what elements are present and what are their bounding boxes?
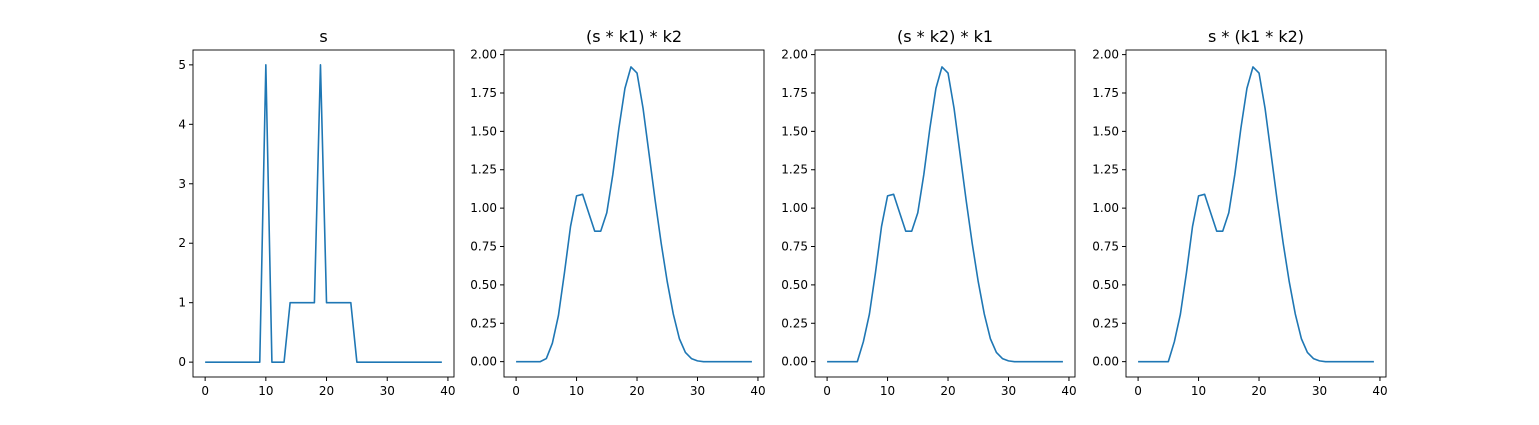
subplot-title: s * (k1 * k2) [1208, 27, 1304, 46]
subplot-1: s 0 10 20 30 40 0 1 2 3 4 5 [178, 27, 455, 398]
y-tick-label: 0.00 [781, 355, 808, 369]
y-tick-label: 0.25 [470, 316, 497, 330]
x-tick-label: 10 [258, 384, 273, 398]
y-tick-label: 0.50 [1092, 278, 1119, 292]
y-tick-label: 0.25 [781, 316, 808, 330]
y-tick-label: 1.25 [781, 163, 808, 177]
subplot-title: (s * k2) * k1 [897, 27, 993, 46]
y-tick-label: 1.50 [781, 124, 808, 138]
x-tick-label: 30 [380, 384, 395, 398]
y-tick-label: 1 [178, 296, 186, 310]
subplot-4: s * (k1 * k2) 0 10 20 30 40 0.00 0.25 0.50 0.75 1.… [1092, 27, 1387, 398]
series-line-1 [516, 66, 752, 363]
y-tick-label: 1.00 [781, 201, 808, 215]
y-tick-label: 2.00 [1092, 48, 1119, 62]
y-tick-label: 1.75 [781, 86, 808, 100]
y-tick-label: 1.75 [1092, 86, 1119, 100]
subplot-3: (s * k2) * k1 0 10 20 30 40 0.00 0.25 0.50 0.75 1.… [781, 27, 1076, 398]
y-tick-label: 1.50 [1092, 124, 1119, 138]
x-tick-label: 40 [440, 384, 455, 398]
subplot-title: s [319, 27, 327, 46]
x-tick-label: 40 [750, 384, 765, 398]
y-tick-label: 0.75 [1092, 240, 1119, 254]
x-tick-label: 10 [880, 384, 895, 398]
subplot-2: (s * k1) * k2 0 10 20 30 40 0.00 0.25 0.50 0.75 1.… [470, 27, 765, 398]
axes-frame [1125, 49, 1387, 378]
y-tick-label: 0.00 [1092, 355, 1119, 369]
y-tick-label: 0.75 [781, 240, 808, 254]
y-tick-label: 1.00 [1092, 201, 1119, 215]
x-tick-label: 30 [690, 384, 705, 398]
y-tick-label: 2.00 [470, 48, 497, 62]
series-line-1 [205, 64, 442, 363]
y-tick-label: 0.00 [470, 355, 497, 369]
y-tick-label: 4 [178, 117, 186, 131]
x-tick-label: 40 [1061, 384, 1076, 398]
y-tick-label: 1.25 [470, 163, 497, 177]
y-tick-label: 1.00 [470, 201, 497, 215]
y-tick-label: 0.25 [1092, 316, 1119, 330]
y-tick-label: 0.75 [470, 240, 497, 254]
x-tick-label: 0 [201, 384, 209, 398]
axes-frame [192, 49, 455, 378]
y-tick-label: 1.25 [1092, 163, 1119, 177]
x-tick-label: 40 [1372, 384, 1387, 398]
axes-frame [503, 49, 765, 378]
x-tick-label: 20 [1251, 384, 1266, 398]
x-tick-label: 30 [1312, 384, 1327, 398]
x-tick-label: 0 [823, 384, 831, 398]
y-tick-label: 1.50 [470, 124, 497, 138]
axes-frame [814, 49, 1076, 378]
y-tick-label: 2 [178, 236, 186, 250]
x-tick-label: 20 [940, 384, 955, 398]
y-tick-label: 0 [178, 355, 186, 369]
x-tick-label: 10 [569, 384, 584, 398]
x-tick-label: 20 [319, 384, 334, 398]
x-tick-label: 30 [1001, 384, 1016, 398]
series-line-1 [827, 66, 1063, 363]
y-tick-label: 0.50 [470, 278, 497, 292]
series-line-1 [1138, 66, 1374, 363]
y-tick-label: 0.50 [781, 278, 808, 292]
x-tick-label: 0 [512, 384, 520, 398]
subplot-title: (s * k1) * k2 [586, 27, 682, 46]
y-tick-label: 3 [178, 177, 186, 191]
x-tick-label: 20 [629, 384, 644, 398]
y-tick-label: 1.75 [470, 86, 497, 100]
x-tick-label: 10 [1191, 384, 1206, 398]
y-tick-label: 5 [178, 58, 186, 72]
y-tick-label: 2.00 [781, 48, 808, 62]
x-tick-label: 0 [1134, 384, 1142, 398]
